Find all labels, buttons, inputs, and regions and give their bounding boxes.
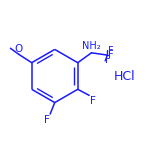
Text: F: F (108, 46, 114, 56)
Text: F: F (90, 96, 96, 106)
Text: NH₂: NH₂ (82, 41, 101, 51)
Text: O: O (15, 44, 23, 54)
Text: F: F (43, 115, 49, 125)
Text: F: F (108, 50, 114, 60)
Text: HCl: HCl (114, 69, 135, 83)
Text: F: F (105, 55, 110, 65)
